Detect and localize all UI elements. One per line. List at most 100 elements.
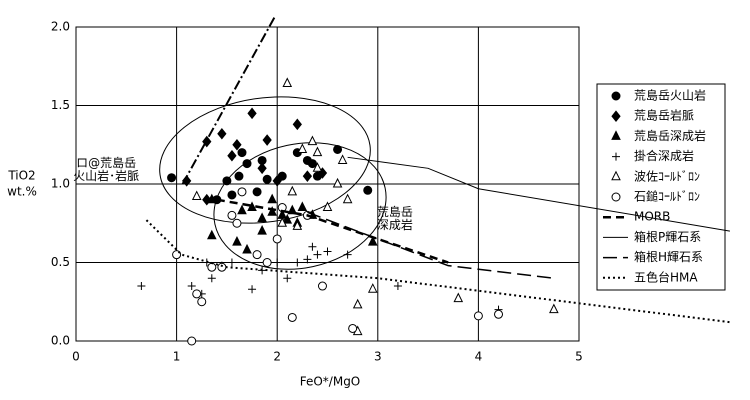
legend-label: 荒島岳火山岩: [634, 88, 706, 103]
point: [287, 204, 298, 215]
point: [267, 193, 277, 204]
point: [348, 323, 358, 333]
y-tick-label: 1.0: [51, 177, 70, 191]
y-axis-label: wt.%: [7, 185, 37, 199]
point: [303, 255, 312, 264]
point: [232, 138, 242, 151]
legend-label: MORB: [634, 210, 670, 224]
point: [282, 213, 293, 224]
point: [611, 192, 621, 202]
point: [343, 250, 352, 259]
point: [611, 91, 621, 101]
point: [393, 282, 402, 291]
point: [293, 258, 302, 267]
point: [237, 148, 247, 158]
point: [272, 175, 282, 187]
point: [342, 193, 353, 204]
point: [267, 206, 277, 216]
point: [611, 170, 621, 181]
point: [227, 210, 237, 220]
point: [242, 243, 252, 254]
legend-label: 箱根H輝石系: [634, 249, 703, 264]
point: [217, 262, 227, 272]
point: [191, 190, 202, 201]
legend-label: 掛合深成岩: [634, 148, 694, 163]
point: [313, 250, 322, 259]
x-tick-label: 2: [273, 350, 281, 364]
point: [262, 134, 272, 146]
annotation: 深成岩: [377, 217, 413, 232]
legend-label: 荒島岳深成岩: [634, 128, 706, 143]
point: [207, 229, 217, 240]
point: [272, 234, 282, 244]
point: [262, 174, 272, 184]
point: [312, 162, 323, 172]
point: [333, 144, 343, 154]
point: [312, 146, 323, 157]
point: [262, 258, 272, 267]
point: [187, 336, 197, 346]
point: [192, 289, 202, 299]
point: [453, 292, 464, 303]
point: [257, 162, 267, 175]
point: [494, 309, 504, 319]
point: [257, 224, 267, 235]
point: [277, 171, 287, 181]
legend-label: 五色台HMA: [634, 269, 698, 284]
line: [307, 211, 554, 279]
y-axis-label: TiO2: [7, 169, 35, 183]
line: [347, 156, 730, 232]
point: [308, 242, 317, 251]
point: [227, 149, 237, 162]
line: [216, 198, 449, 264]
point: [277, 217, 288, 227]
annotation: ロ@荒島岳: [76, 155, 136, 170]
legend-label: 荒島岳岩脈: [634, 108, 694, 123]
point: [292, 118, 302, 131]
x-tick-label: 1: [173, 350, 181, 364]
legend-label: 石鎚ｺｰﾙﾄﾞﾛﾝ: [634, 189, 700, 204]
point: [137, 282, 146, 291]
point: [363, 185, 373, 195]
legend-label: 箱根P輝石系: [634, 229, 701, 244]
point: [287, 185, 298, 196]
point: [242, 159, 252, 169]
y-tick-label: 0.5: [51, 255, 70, 269]
plot-frame: [75, 26, 580, 342]
point: [257, 212, 267, 223]
annotation: 荒島岳: [377, 204, 413, 219]
point: [273, 258, 282, 267]
point: [297, 201, 308, 212]
point: [611, 110, 621, 123]
point: [237, 204, 247, 215]
point: [247, 107, 257, 120]
point: [352, 298, 363, 309]
point: [187, 282, 196, 291]
point: [283, 274, 292, 283]
point: [297, 143, 308, 153]
point: [367, 283, 378, 293]
point: [282, 77, 293, 88]
point: [292, 220, 303, 230]
point: [317, 281, 327, 291]
x-tick-label: 4: [475, 350, 483, 364]
point: [302, 155, 312, 165]
x-tick-label: 0: [72, 350, 80, 364]
point: [549, 303, 559, 314]
y-tick-label: 1.5: [51, 98, 70, 112]
point: [234, 171, 244, 181]
point: [367, 235, 378, 246]
legend-label: 波佐ｺｰﾙﾄﾞﾛﾝ: [634, 169, 700, 183]
line: [145, 219, 731, 324]
point: [232, 235, 242, 246]
annotation: 火山岩･岩脈: [73, 168, 139, 183]
point: [217, 127, 227, 140]
point: [612, 152, 620, 161]
point: [222, 176, 232, 186]
point: [248, 285, 257, 294]
point: [207, 274, 216, 283]
point: [322, 201, 333, 212]
y-tick-label: 2.0: [51, 20, 70, 34]
x-tick-label: 3: [374, 350, 382, 364]
